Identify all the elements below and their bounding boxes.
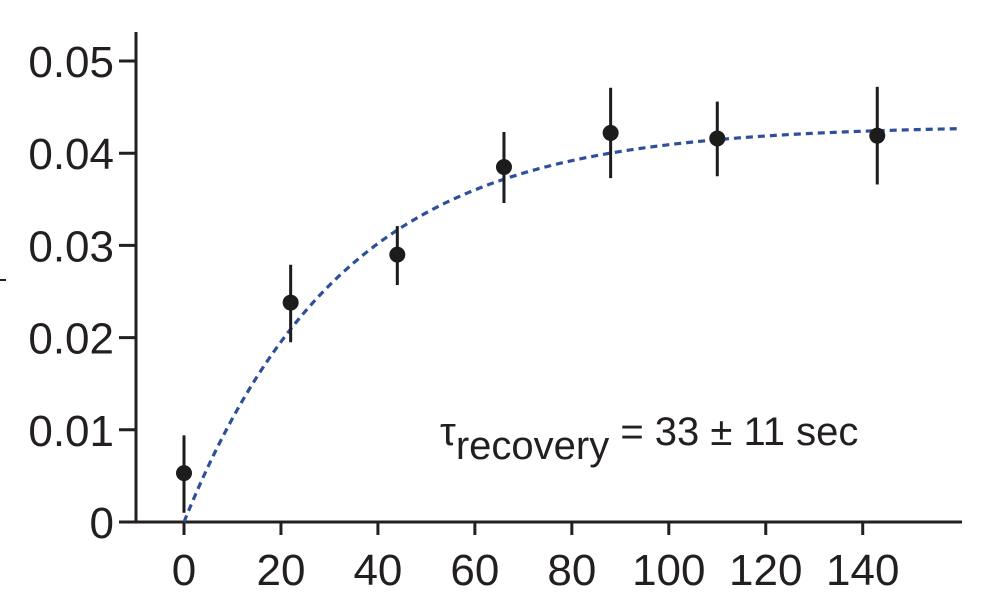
y-tick-label: 0	[90, 499, 114, 548]
fit-curve-group	[182, 127, 960, 523]
y-tick-label: 0.05	[28, 38, 114, 87]
x-axis-ticks: 0 20 40 60 80 100 120 140	[172, 522, 899, 595]
x-tick-label: 60	[450, 546, 499, 595]
x-tick-label: 0	[172, 546, 196, 595]
tau-subscript: recovery	[456, 424, 609, 468]
x-tick-label: 20	[256, 546, 305, 595]
tau-value: = 33 ± 11 sec	[609, 410, 858, 454]
y-tick-label: 0.04	[28, 130, 114, 179]
y-tick-label: 0.01	[28, 407, 114, 456]
data-point	[495, 159, 512, 176]
data-points-group	[176, 86, 886, 513]
data-point	[176, 465, 192, 482]
y-axis-ticks: 0 0.01 0.02 0.03 0.04 0.05	[28, 38, 136, 548]
data-point	[602, 124, 619, 141]
axes	[0, 32, 962, 524]
data-point	[389, 246, 406, 263]
fit-curve	[182, 127, 960, 523]
data-point	[869, 127, 886, 144]
x-tick-label: 120	[729, 546, 802, 595]
data-point	[282, 294, 299, 311]
tau-symbol: τ	[440, 410, 456, 454]
x-tick-label: 40	[353, 546, 402, 595]
y-tick-label: 0.02	[28, 315, 114, 364]
x-tick-label: 80	[547, 546, 596, 595]
x-tick-label: 140	[826, 546, 899, 595]
y-tick-label: 0.03	[28, 222, 114, 271]
tau-annotation: τrecovery = 33 ± 11 sec	[440, 410, 858, 468]
data-point	[709, 130, 726, 147]
x-tick-label: 100	[632, 546, 705, 595]
